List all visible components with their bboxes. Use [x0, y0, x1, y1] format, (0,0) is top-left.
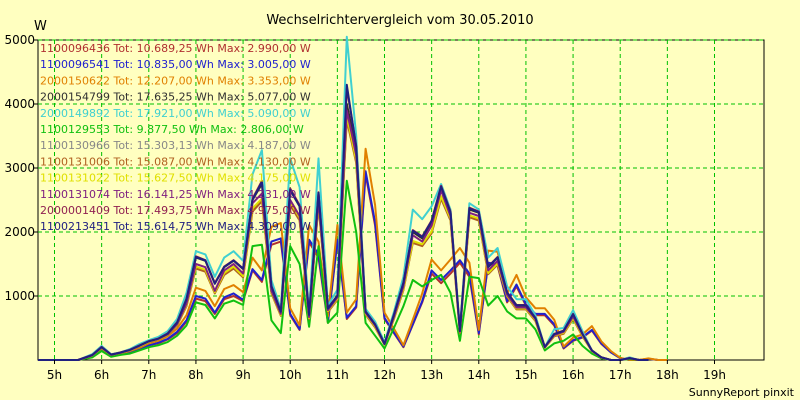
x-tick-label: 8h: [188, 368, 203, 382]
legend: 1100096436 Tot: 10.689,25 Wh Max: 2.990,…: [40, 42, 311, 233]
plot-area: [37, 39, 765, 361]
y-tick-label: 4000: [4, 97, 35, 111]
y-tick-label: 1000: [4, 289, 35, 303]
series-line-12: [38, 83, 649, 361]
legend-entry-1: 1100096436 Tot: 10.689,25 Wh Max: 2.990,…: [40, 42, 311, 55]
legend-entry-11: 2000001409 Tot: 17.493,75 Wh Max: 4.975,…: [40, 204, 311, 217]
legend-entry-9: 1100131022 Tot: 15.627,50 Wh Max: 4.175,…: [40, 172, 311, 185]
chart-footer: SunnyReport pinxit: [689, 386, 795, 399]
x-tick-label: 16h: [562, 368, 585, 382]
x-tick-label: 13h: [420, 368, 443, 382]
legend-entry-6: 1100129553 Tot: 9.877,50 Wh Max: 2.806,0…: [40, 123, 304, 136]
x-tick-label: 15h: [514, 368, 537, 382]
legend-entry-10: 1100131074 Tot: 16.141,25 Wh Max: 4.231,…: [40, 188, 311, 201]
chart-title: Wechselrichtervergleich vom 30.05.2010: [266, 13, 533, 28]
legend-entry-5: 2000149892 Tot: 17.921,00 Wh Max: 5.090,…: [40, 107, 311, 120]
x-tick-label: 6h: [94, 368, 109, 382]
x-tick-label: 9h: [235, 368, 250, 382]
x-tick-label: 10h: [279, 368, 302, 382]
x-tick-label: 14h: [467, 368, 490, 382]
y-tick-label: 2000: [4, 225, 35, 239]
x-tick-label: 17h: [609, 368, 632, 382]
legend-entry-8: 1100131006 Tot: 15.087,00 Wh Max: 4.130,…: [40, 155, 311, 168]
legend-entry-3: 2000150622 Tot: 12.207,00 Wh Max: 3.353,…: [40, 74, 311, 87]
x-tick-label: 12h: [373, 368, 396, 382]
x-tick-label: 18h: [656, 368, 679, 382]
x-tick-label: 19h: [703, 368, 726, 382]
series-line-3: [38, 147, 668, 361]
x-tick-label: 7h: [141, 368, 156, 382]
x-axis-ticks: 5h 6h 7h 8h 9h 10h 11h 12h 13h 14h 15h 16h 17h 18h 19h: [47, 360, 726, 382]
y-axis-ticks: 5000 4000 3000 2000 1000: [4, 33, 38, 303]
x-tick-label: 11h: [326, 368, 349, 382]
legend-entry-4: 2000154799 Tot: 17.635,25 Wh Max: 5.077,…: [40, 91, 311, 104]
series-lines: [38, 35, 668, 361]
y-tick-label: 3000: [4, 161, 35, 175]
series-line-6: [38, 179, 649, 361]
legend-entry-7: 1100130966 Tot: 15.303,13 Wh Max: 4.187,…: [40, 139, 311, 152]
y-tick-label: 5000: [4, 33, 35, 47]
legend-entry-12: 1100213451 Tot: 15.614,75 Wh Max: 4.309,…: [40, 220, 311, 233]
y-axis-label: W: [34, 19, 47, 34]
legend-entry-2: 1100096541 Tot: 10.835,00 Wh Max: 3.005,…: [40, 58, 311, 71]
x-tick-label: 5h: [47, 368, 62, 382]
series-line-2: [38, 170, 668, 361]
